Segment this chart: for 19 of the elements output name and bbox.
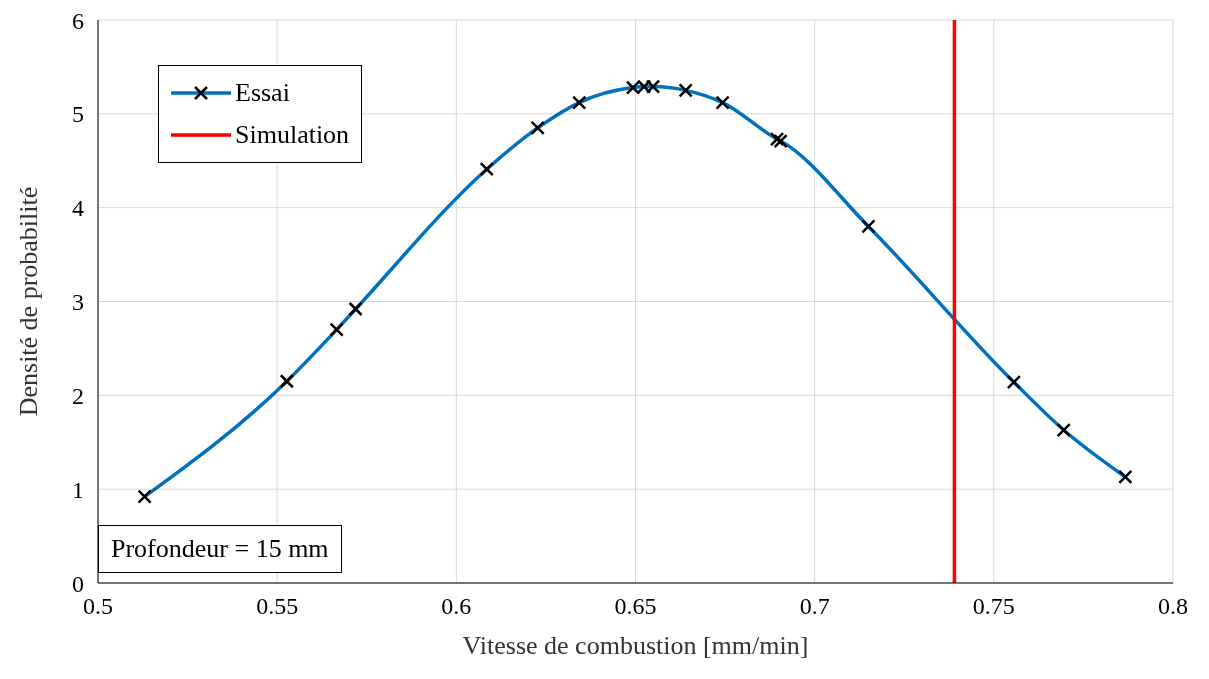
x-tick-label: 0.6	[441, 593, 472, 620]
y-tick-label: 3	[72, 289, 84, 316]
x-tick-label: 0.55	[256, 593, 299, 620]
legend-label: Simulation	[235, 120, 350, 150]
annotation: Profondeur = 15 mm	[98, 525, 342, 573]
x-tick-label: 0.7	[799, 593, 830, 620]
y-tick-label: 0	[72, 570, 84, 597]
y-tick-label: 5	[72, 101, 84, 128]
y-tick-label: 2	[72, 382, 84, 409]
x-tick-label: 0.5	[83, 593, 113, 620]
y-tick-label: 1	[72, 476, 84, 503]
y-tick-label: 4	[72, 195, 84, 222]
x-axis-title: Vitesse de combustion [mm/min]	[462, 631, 809, 660]
x-tick-label: 0.65	[614, 593, 657, 620]
y-axis-title: Densité de probabilité	[14, 186, 44, 417]
x-tick-label: 0.75	[972, 593, 1015, 620]
legend-label: Essai	[235, 78, 290, 108]
y-tick-label: 6	[72, 7, 84, 34]
x-tick-label: 0.8	[1158, 593, 1188, 620]
